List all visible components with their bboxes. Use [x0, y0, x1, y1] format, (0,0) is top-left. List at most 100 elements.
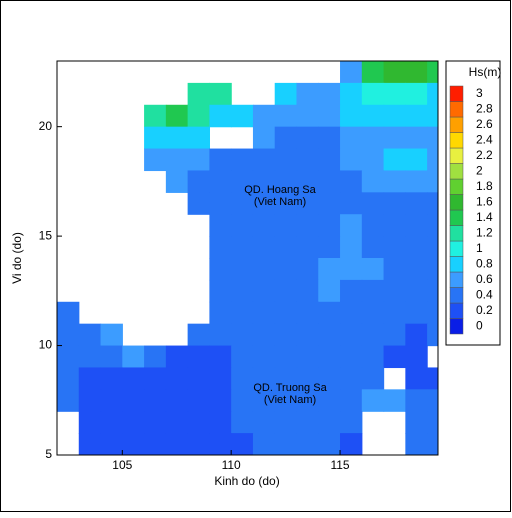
cell: [427, 258, 438, 281]
y-tick-label: 20: [39, 119, 53, 133]
colorbar-label: 1.2: [476, 225, 493, 239]
cell: [231, 192, 254, 215]
cell: [427, 61, 438, 84]
cell: [252, 345, 276, 369]
cell: [252, 301, 276, 325]
cell: [340, 236, 363, 259]
cell: [252, 367, 276, 390]
cell: [187, 433, 210, 455]
cell: [274, 170, 298, 193]
cell: [252, 192, 276, 215]
y-tick-label: 15: [39, 228, 53, 242]
cell: [252, 126, 276, 150]
cell: [340, 126, 363, 150]
cell: [187, 82, 210, 106]
cell: [296, 345, 319, 369]
cell: [100, 367, 123, 390]
cell: [122, 411, 145, 434]
cell: [187, 345, 210, 369]
cell: [274, 148, 298, 172]
cell: [318, 301, 341, 325]
cell: [165, 345, 189, 369]
cell: [318, 433, 341, 455]
cell: [165, 367, 189, 390]
cell: [165, 170, 189, 193]
cell: [78, 411, 102, 434]
cell: [427, 104, 438, 128]
cell: [405, 170, 428, 193]
y-axis-title: Vi do (do): [10, 232, 24, 284]
cell: [405, 258, 428, 281]
cell: [187, 323, 210, 347]
cell: [405, 236, 428, 259]
cell: [209, 148, 232, 172]
cell: [340, 301, 363, 325]
cell: [231, 345, 254, 369]
cell: [383, 236, 406, 259]
cell: [427, 148, 438, 172]
cell: [405, 433, 428, 455]
cell: [405, 411, 428, 434]
cell: [296, 433, 319, 455]
cell: [427, 82, 438, 106]
cell: [274, 389, 298, 412]
cell: [383, 301, 406, 325]
colorbar-swatch: [449, 85, 464, 102]
colorbar-swatch: [449, 147, 464, 164]
cell: [318, 104, 341, 128]
cell: [296, 214, 319, 237]
cell: [383, 61, 406, 84]
colorbar-swatch: [449, 132, 464, 149]
cell: [209, 279, 232, 303]
cell: [187, 170, 210, 193]
cell: [57, 323, 80, 347]
annotation: QD. Hoang Sa: [244, 184, 316, 196]
colorbar-swatch: [449, 101, 464, 118]
colorbar-label: 0.6: [476, 272, 493, 286]
cell: [340, 170, 363, 193]
cell: [274, 82, 298, 106]
cell: [427, 126, 438, 150]
colorbar-swatch: [449, 194, 464, 211]
cell: [165, 389, 189, 412]
cell: [274, 301, 298, 325]
cell: [209, 323, 232, 347]
cell: [318, 345, 341, 369]
cell: [187, 148, 210, 172]
cell: [78, 345, 102, 369]
cell: [340, 411, 363, 434]
cell: [405, 61, 428, 84]
cell: [274, 258, 298, 281]
annotation: (Viet Nam): [254, 196, 306, 208]
cell: [427, 192, 438, 215]
cell: [252, 411, 276, 434]
cell: [383, 323, 406, 347]
cell: [274, 192, 298, 215]
cell: [231, 411, 254, 434]
cell: [231, 279, 254, 303]
cell: [144, 433, 167, 455]
cell: [427, 214, 438, 237]
cell: [340, 345, 363, 369]
cell: [144, 104, 167, 128]
colorbar-label: 3: [476, 86, 483, 100]
cell: [318, 82, 341, 106]
colorbar-swatch: [449, 209, 464, 226]
cell: [209, 192, 232, 215]
cell: [231, 389, 254, 412]
cell: [296, 389, 319, 412]
cell: [361, 323, 385, 347]
cell: [252, 389, 276, 412]
cell: [274, 433, 298, 455]
cell: [361, 126, 385, 150]
cell: [231, 104, 254, 128]
cell: [340, 148, 363, 172]
cell: [427, 323, 438, 347]
cell: [405, 192, 428, 215]
cell: [427, 389, 438, 412]
cell: [340, 258, 363, 281]
cell: [274, 411, 298, 434]
cell: [274, 367, 298, 390]
cell: [100, 345, 123, 369]
cell: [340, 82, 363, 106]
